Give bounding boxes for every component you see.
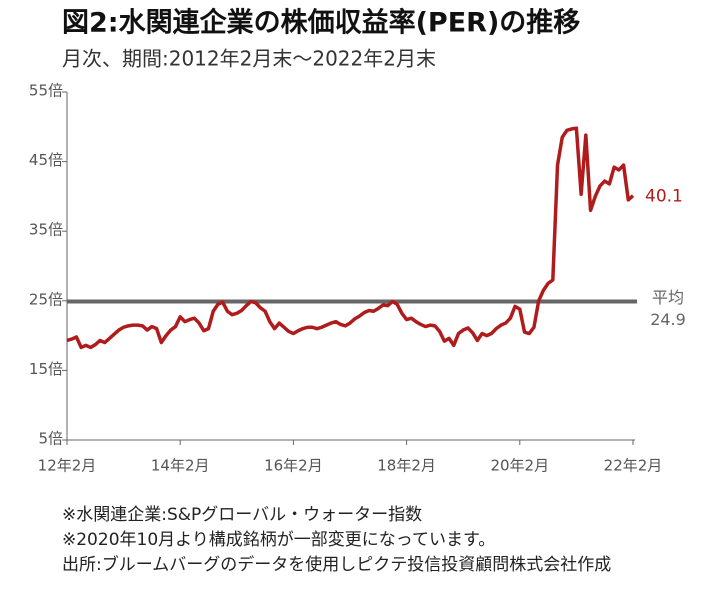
note: ※2020年10月より構成銘柄が一部変更になっています。 — [62, 530, 495, 550]
y-tick-label: 45倍 — [29, 151, 63, 169]
y-tick-label: 55倍 — [29, 82, 63, 100]
x-tick-label: 16年2月 — [264, 457, 323, 475]
chart-subtitle: 月次、期間:2012年2月末～2022年2月末 — [62, 47, 436, 71]
line — [66, 126, 635, 350]
y-tick-label: 5倍 — [38, 430, 63, 448]
average-value: 24.9 — [650, 310, 686, 329]
note: 出所:ブルームバーグのデータを使用しピクテ投信投資顧問株式会社作成 — [62, 554, 611, 575]
x-tick-label: 22年2月 — [604, 457, 663, 475]
y-tick-label: 35倍 — [29, 221, 63, 239]
end-value-label: 40.1 — [645, 187, 683, 207]
x-tick-label: 14年2月 — [151, 457, 210, 475]
average-label: 平均 — [652, 288, 684, 307]
y-tick-label: 25倍 — [29, 290, 63, 308]
x-tick-label: 12年2月 — [38, 457, 97, 475]
note: ※水関連企業:S&Pグローバル・ウォーター指数 — [62, 505, 422, 525]
x-tick-label: 20年2月 — [490, 457, 549, 475]
y-tick-label: 15倍 — [29, 360, 63, 378]
x-tick-label: 18年2月 — [377, 457, 436, 475]
chart-title: 図2:水関連企業の株価収益率(PER)の推移 — [62, 7, 580, 39]
